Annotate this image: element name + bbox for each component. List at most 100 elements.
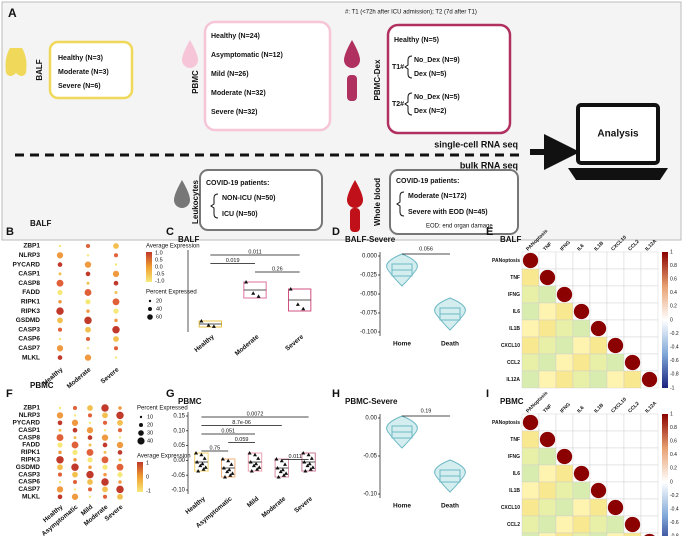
cell — [538, 319, 557, 338]
row-label: CCL2 — [507, 360, 520, 366]
gene: GSDMD — [16, 317, 41, 324]
col-label: IL6 — [576, 243, 586, 253]
dot — [101, 434, 109, 441]
point — [256, 294, 261, 298]
panel-title: PBMC-Severe — [345, 397, 398, 406]
point — [199, 452, 204, 457]
dot — [117, 419, 123, 426]
cell — [572, 413, 591, 432]
group-title: COVID-19 patients: — [396, 178, 459, 185]
panel-title: BALF — [30, 219, 51, 228]
dot — [57, 289, 63, 296]
brace — [404, 92, 413, 116]
cell — [623, 336, 642, 355]
gene: CASP7 — [18, 486, 40, 493]
scale-tick: -0.8 — [670, 372, 679, 378]
group-title: COVID-19 patients: — [206, 180, 269, 187]
dot — [117, 428, 123, 433]
dot — [113, 243, 119, 249]
point — [211, 324, 216, 328]
dot — [116, 441, 124, 449]
cell — [521, 336, 540, 355]
dot — [87, 479, 93, 485]
dot — [114, 263, 118, 266]
dot — [71, 441, 79, 449]
dot — [116, 485, 124, 494]
cell — [555, 268, 574, 287]
cell — [538, 498, 557, 517]
dot — [58, 337, 62, 341]
cell — [640, 319, 659, 338]
dot — [86, 448, 94, 456]
row-label: TNF — [510, 275, 520, 281]
panel-title: BALF-Severe — [345, 235, 396, 244]
cell — [606, 353, 625, 372]
cell — [555, 532, 574, 536]
x-label: Moderate — [261, 495, 288, 519]
dot — [85, 326, 91, 333]
cell — [555, 515, 574, 534]
cell — [555, 319, 574, 338]
dot — [103, 450, 107, 454]
dot — [86, 470, 94, 479]
p-value: 0.19 — [421, 408, 432, 414]
cell — [606, 464, 625, 483]
p-value: 0.011 — [248, 249, 261, 255]
dot — [57, 327, 63, 332]
diag-circle — [539, 269, 556, 286]
col-label: IL1B — [593, 240, 605, 252]
y-tick-label: -0.05 — [363, 454, 377, 460]
col-label: IL1B — [593, 402, 605, 414]
cell — [606, 413, 625, 432]
point — [256, 456, 261, 460]
cell — [623, 251, 642, 270]
gene: FADD — [22, 442, 40, 449]
panel-title: PBMC — [500, 397, 524, 406]
dot — [87, 413, 93, 418]
dot — [112, 298, 120, 306]
dot — [71, 493, 79, 500]
dot — [118, 458, 122, 462]
cell — [606, 319, 625, 338]
legend-tick: -1 — [146, 488, 151, 494]
panel-title: BALF — [500, 235, 521, 244]
laptop-base — [568, 168, 668, 180]
point — [230, 471, 235, 475]
dot — [72, 479, 78, 485]
point — [310, 465, 315, 469]
legend-title: Percent Expressed — [137, 406, 188, 412]
cell — [572, 481, 591, 500]
dot — [88, 495, 92, 498]
scale-tick: 1 — [670, 249, 673, 255]
cell — [521, 430, 540, 449]
dot — [117, 472, 123, 478]
cell — [623, 430, 642, 449]
panel-title: BALF — [178, 235, 199, 244]
dot — [58, 450, 62, 455]
legend-tick: 0.0 — [155, 264, 163, 270]
cell — [572, 353, 591, 372]
dot — [86, 427, 94, 434]
point — [276, 475, 281, 479]
dot — [86, 254, 90, 257]
cell — [623, 302, 642, 321]
scale-tick: 0.2 — [670, 304, 677, 310]
point — [280, 467, 285, 472]
dot — [101, 404, 109, 412]
dot — [87, 405, 93, 411]
cell — [555, 251, 574, 270]
dot — [112, 325, 120, 334]
point — [248, 460, 253, 464]
group: Dex (N=5) — [414, 71, 446, 78]
cell — [606, 268, 625, 287]
dot — [84, 354, 92, 361]
drop-icon — [344, 40, 360, 68]
dot — [85, 299, 91, 305]
point — [251, 291, 256, 295]
pbmc-box — [203, 20, 332, 132]
cell — [521, 319, 540, 338]
cell — [538, 285, 557, 304]
dot — [73, 414, 77, 417]
legend-tick: 30 — [147, 430, 153, 436]
dot — [113, 253, 119, 258]
